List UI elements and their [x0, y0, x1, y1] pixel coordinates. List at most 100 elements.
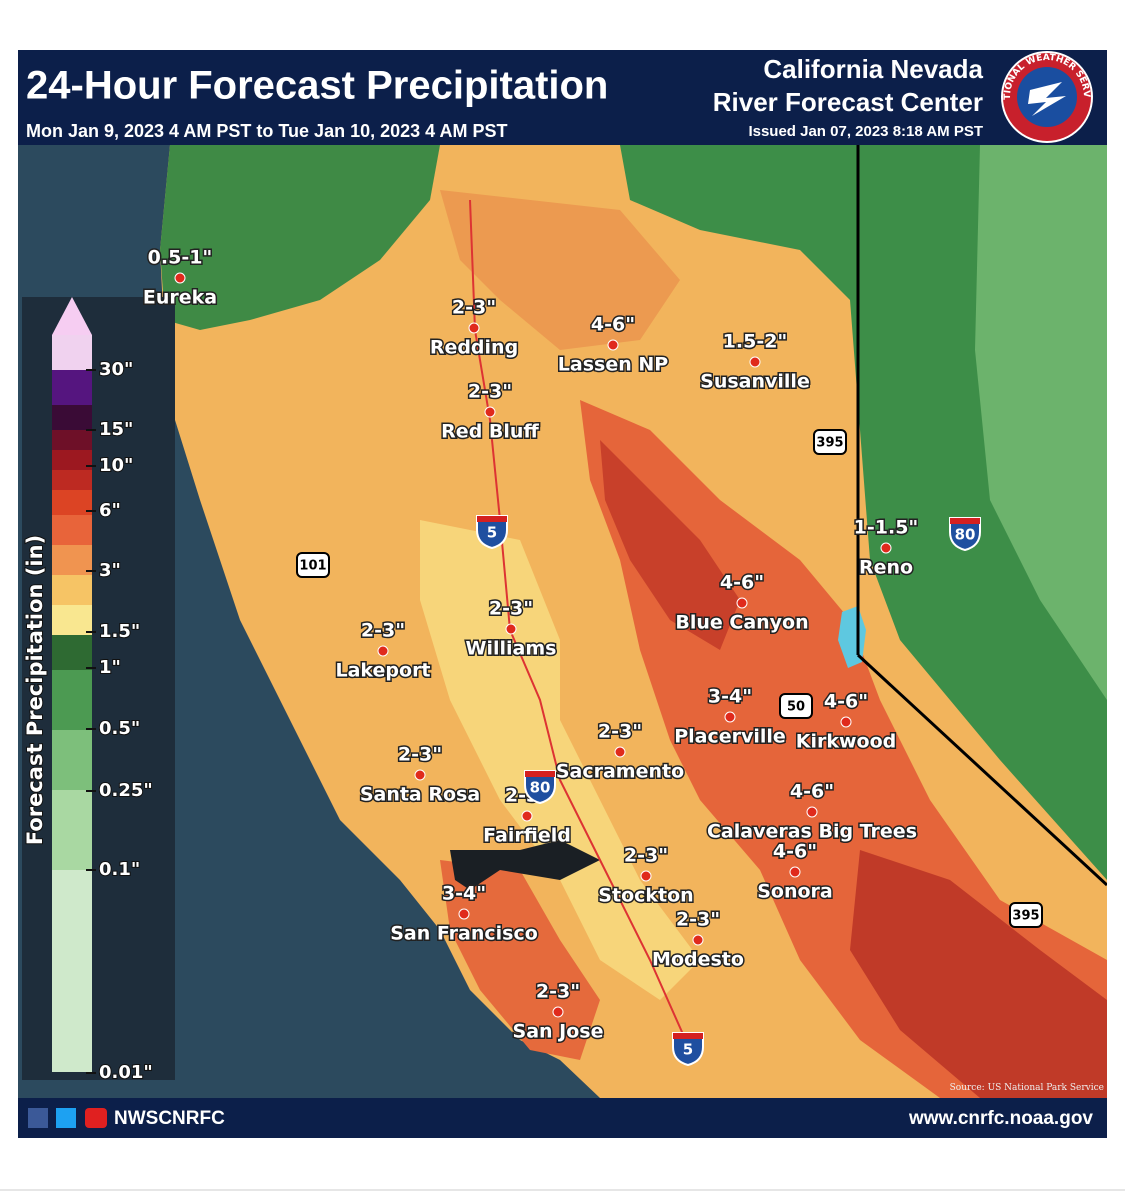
valley-yellow — [420, 520, 700, 1000]
forecast-amount: 4-6" — [720, 572, 764, 594]
city-dot — [468, 322, 480, 334]
forecast-amount: 4-6" — [773, 841, 817, 863]
city-dot — [806, 806, 818, 818]
city-dot — [789, 866, 801, 878]
legend-band — [52, 670, 92, 730]
website: www.cnrfc.noaa.gov — [908, 1108, 1093, 1129]
footer-bar — [18, 1098, 1107, 1138]
city-dot — [377, 645, 389, 657]
city-name: San Francisco — [390, 923, 538, 945]
legend-label: 30" — [99, 359, 133, 380]
highway-number: 395 — [816, 436, 843, 451]
city-dot — [521, 810, 533, 822]
city-name: Red Bluff — [441, 421, 539, 443]
city-name: Placerville — [674, 726, 786, 748]
city-dot — [840, 716, 852, 728]
us-shield — [1009, 902, 1043, 928]
map — [18, 145, 1107, 1098]
legend-band — [52, 730, 92, 790]
interstate-shield — [524, 770, 556, 805]
forecast-amount: 2-3" — [536, 981, 580, 1003]
city-name: Redding — [430, 337, 518, 359]
legend-arrow — [52, 297, 92, 335]
legend-bar: 30" 15" 10" 6" 3" 1.5" 1" 0.5" 0.25" 0.1" 0.01" — [52, 297, 154, 1084]
highway-number: 395 — [1012, 909, 1039, 924]
city-name: Modesto — [652, 949, 744, 971]
highway-number: 5 — [487, 524, 497, 542]
forecast-amount: 2-3" — [598, 721, 642, 743]
us-shield — [296, 552, 330, 578]
forecast-amount: 4-6" — [790, 781, 834, 803]
interstate-cap — [477, 516, 507, 522]
city-name: Fairfield — [483, 825, 571, 847]
city-name: Blue Canyon — [675, 612, 808, 634]
highway-number: 80 — [955, 526, 976, 544]
legend-label: 6" — [99, 500, 121, 521]
city-name: Sonora — [757, 881, 833, 903]
legend-band — [52, 515, 92, 545]
city-dot — [724, 711, 736, 723]
legend-band — [52, 430, 92, 450]
legend-band — [52, 490, 92, 515]
city-name: Santa Rosa — [360, 784, 480, 806]
forecast-amount: 4-6" — [591, 314, 635, 336]
city-name: Calaveras Big Trees — [707, 821, 917, 843]
city-dot — [174, 272, 186, 284]
city-dot — [458, 908, 470, 920]
youtube-icon — [85, 1108, 107, 1128]
city-name: Williams — [466, 638, 557, 660]
forecast-amount: 2-3" — [676, 909, 720, 931]
legend-band — [52, 870, 92, 1072]
legend-label: 1.5" — [99, 621, 140, 642]
interstate-shield — [949, 517, 981, 552]
legend-label: 0.1" — [99, 859, 140, 880]
title: 24-Hour Forecast Precipitation — [26, 64, 608, 108]
source-note: Source: US National Park Service — [950, 1083, 1104, 1093]
legend-band — [52, 450, 92, 470]
forecast-amount: 2-3" — [468, 381, 512, 403]
highway-line — [469, 199, 691, 1051]
legend-label: 1" — [99, 657, 121, 678]
sierra-dark-red — [600, 440, 740, 650]
highway-number: 101 — [299, 559, 326, 574]
us-shield — [813, 429, 847, 455]
shields: 5 101 395 80 80 50 395 5 — [296, 429, 1043, 1067]
city-dot — [484, 406, 496, 418]
legend-band — [52, 635, 92, 670]
facebook-icon — [28, 1108, 48, 1128]
city-name: Susanville — [700, 371, 810, 393]
nevada-light-green — [975, 145, 1107, 700]
city-dot — [692, 934, 704, 946]
city-name: Eureka — [143, 287, 217, 309]
legend-label: 0.01" — [99, 1062, 153, 1083]
interstate-cap — [673, 1033, 703, 1039]
forecast-amount: 2-3" — [398, 744, 442, 766]
city-dot — [414, 769, 426, 781]
agency-line: California Nevada — [763, 54, 983, 84]
legend-band — [52, 370, 92, 405]
legend-band — [52, 405, 92, 430]
highway-number: 50 — [787, 700, 805, 715]
city-dot — [552, 1006, 564, 1018]
highway-number: 5 — [683, 1041, 693, 1059]
legend-label: 0.5" — [99, 718, 140, 739]
sf-bay — [450, 840, 600, 890]
forecast-amount: 0.5-1" — [148, 247, 213, 269]
city-name: Sacramento — [556, 761, 684, 783]
city-dot — [607, 339, 619, 351]
forecast-amount: 2-3" — [624, 845, 668, 867]
forecast-amount: 3-4" — [442, 883, 486, 905]
period: Mon Jan 9, 2023 4 AM PST to Tue Jan 10, … — [26, 121, 508, 141]
forecast-amount: 4-6" — [824, 691, 868, 713]
south-dark-red — [850, 850, 1107, 1098]
city-name: Lassen NP — [558, 354, 668, 376]
legend-band — [52, 790, 92, 870]
forecast-amount: 2-3" — [489, 598, 533, 620]
city-dot — [505, 623, 517, 635]
city-dot — [880, 542, 892, 554]
city-dot — [736, 597, 748, 609]
agency-line: River Forecast Center — [713, 87, 983, 117]
legend-label: 15" — [99, 419, 133, 440]
legend-label: 10" — [99, 455, 133, 476]
